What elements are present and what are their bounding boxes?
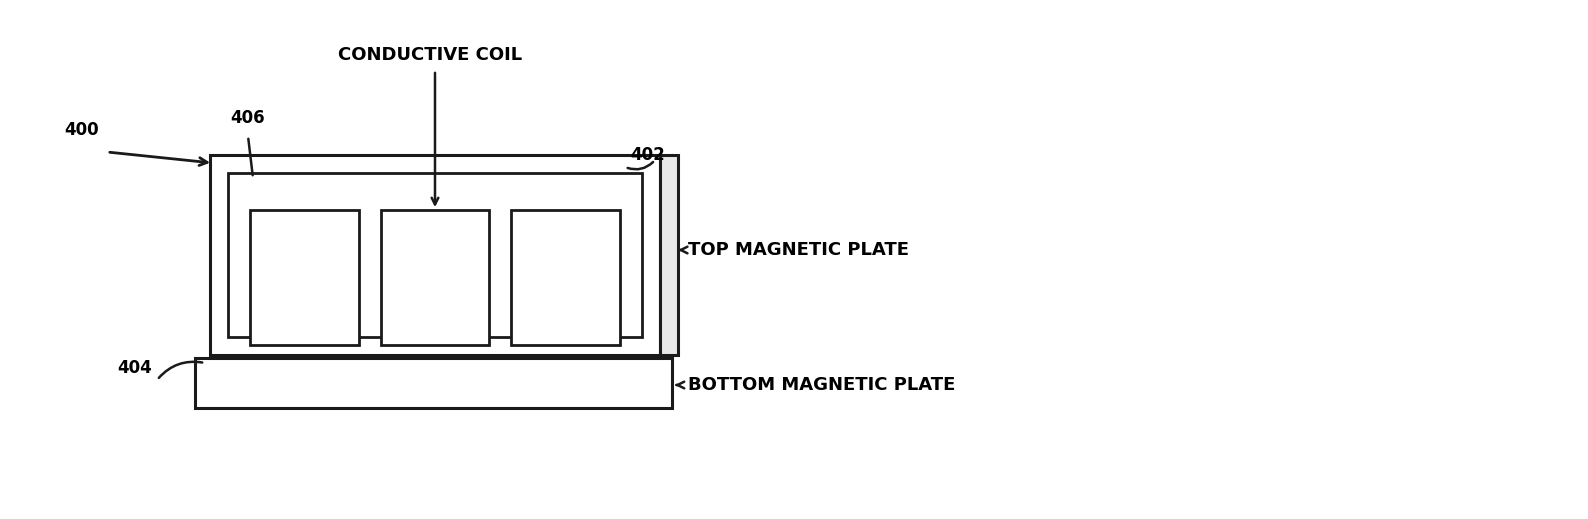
Text: BOTTOM MAGNETIC PLATE: BOTTOM MAGNETIC PLATE [688,376,956,394]
Text: 402: 402 [630,146,665,164]
Bar [661,155,678,355]
Text: 400: 400 [65,121,100,139]
Bar [249,210,359,345]
Bar [210,155,661,355]
Text: 404: 404 [118,359,152,377]
Bar [381,210,489,345]
Bar [195,358,672,408]
Text: 406: 406 [230,109,265,127]
Bar [511,210,619,345]
Text: TOP MAGNETIC PLATE: TOP MAGNETIC PLATE [688,241,908,259]
Text: CONDUCTIVE COIL: CONDUCTIVE COIL [338,46,522,64]
Bar [229,173,642,337]
